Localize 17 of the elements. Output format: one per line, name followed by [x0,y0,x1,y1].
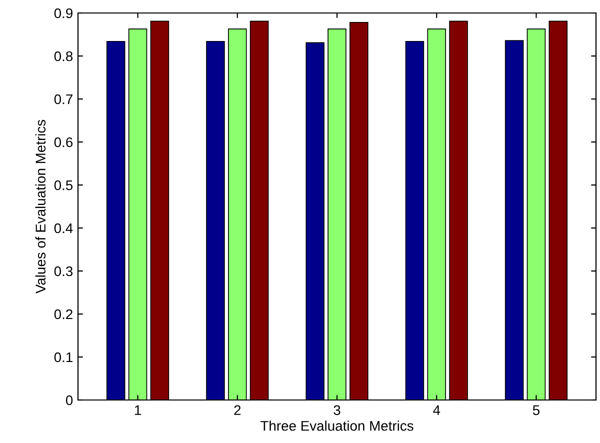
x-tick-label: 5 [532,405,540,416]
y-tick-label: 0.1 [54,352,72,362]
y-tick-label: 0.5 [54,180,73,190]
x-tick-label: 1 [134,405,141,415]
x-tick-label: 4 [433,405,440,415]
x-tick-label: 3 [334,405,340,416]
x-axis-title: Three Evaluation Metrics [260,420,414,431]
y-tick-label: 0 [66,395,73,406]
y-tick-label: 0.4 [54,223,73,234]
y-tick-label: 0.8 [54,51,73,62]
y-axis-title: Values of Evaluation Metrics [35,120,46,294]
y-tick-label: 0.7 [54,94,72,104]
y-tick-label: 0.3 [54,266,73,276]
y-tick-label: 0.2 [54,309,72,320]
y-tick-label: 0.6 [54,137,73,148]
x-tick-label: 2 [234,405,241,415]
y-tick-label: 0.9 [54,8,72,18]
